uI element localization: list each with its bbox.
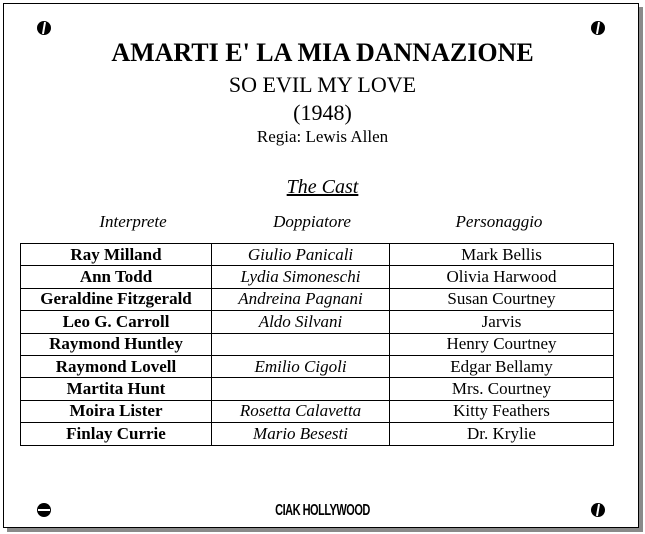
table-row: Leo G. Carroll Aldo Silvani Jarvis	[20, 310, 614, 334]
dubber-cell: Giulio Panicali	[211, 242, 390, 267]
dubber-cell: Aldo Silvani	[211, 310, 390, 334]
column-header-doppiatore: Doppiatore	[273, 212, 351, 231]
column-header-interprete: Interprete	[99, 212, 167, 231]
dubber-cell: Emilio Cigoli	[211, 354, 390, 379]
dubber-cell	[211, 332, 390, 356]
cast-table: Ray Milland Giulio Panicali Mark Bellis Ann…	[20, 242, 614, 446]
table-row: Moira Lister Rosetta Calavetta Kitty Feath…	[20, 399, 614, 424]
actor-cell: Raymond Lovell	[20, 354, 212, 379]
italian-title: AMARTI E' LA MIA DANNAZIONE	[111, 38, 534, 67]
actor-cell: Raymond Huntley	[20, 332, 212, 356]
table-row: Finlay Currie Mario Besesti Dr. Krylie	[20, 422, 614, 446]
dubber-cell	[211, 377, 390, 401]
character-cell: Edgar Bellamy	[389, 354, 614, 379]
cast-heading: The Cast	[286, 176, 359, 198]
column-header-personaggio: Personaggio	[455, 212, 543, 231]
dubber-cell: Lydia Simoneschi	[211, 265, 390, 289]
character-cell: Mrs. Courtney	[389, 377, 614, 401]
actor-cell: Finlay Currie	[20, 422, 212, 446]
actor-cell: Martita Hunt	[20, 377, 212, 401]
screw-icon	[37, 503, 51, 517]
actor-cell: Geraldine Fitzgerald	[20, 287, 212, 312]
year: (1948)	[293, 100, 352, 125]
character-cell: Henry Courtney	[389, 332, 614, 356]
ciak-hollywood-logo: CIAK HOLLYWOOD	[275, 502, 370, 520]
original-title: SO EVIL MY LOVE	[228, 72, 417, 97]
table-row: Raymond Huntley Henry Courtney	[20, 332, 614, 356]
table-row: Martita Hunt Mrs. Courtney	[20, 377, 614, 401]
character-cell: Dr. Krylie	[389, 422, 614, 446]
table-row: Geraldine Fitzgerald Andreina Pagnani Susa…	[20, 287, 614, 312]
actor-cell: Ray Milland	[20, 242, 212, 267]
actor-cell: Ann Todd	[20, 265, 212, 289]
dubber-cell: Mario Besesti	[211, 422, 390, 446]
character-cell: Mark Bellis	[389, 242, 614, 267]
table-row: Ann Todd Lydia Simoneschi Olivia Harwood	[20, 265, 614, 289]
character-cell: Susan Courtney	[389, 287, 614, 312]
dubber-cell: Rosetta Calavetta	[211, 399, 390, 424]
table-row: Raymond Lovell Emilio Cigoli Edgar Bellamy	[20, 354, 614, 379]
actor-cell: Leo G. Carroll	[20, 310, 212, 334]
table-row: Ray Milland Giulio Panicali Mark Bellis	[20, 242, 614, 267]
director: Regia: Lewis Allen	[256, 127, 389, 146]
screw-icon	[37, 21, 51, 35]
character-cell: Jarvis	[389, 310, 614, 334]
screw-icon	[591, 21, 605, 35]
screw-icon	[591, 503, 605, 517]
character-cell: Kitty Feathers	[389, 399, 614, 424]
actor-cell: Moira Lister	[20, 399, 212, 424]
dubber-cell: Andreina Pagnani	[211, 287, 390, 312]
character-cell: Olivia Harwood	[389, 265, 614, 289]
